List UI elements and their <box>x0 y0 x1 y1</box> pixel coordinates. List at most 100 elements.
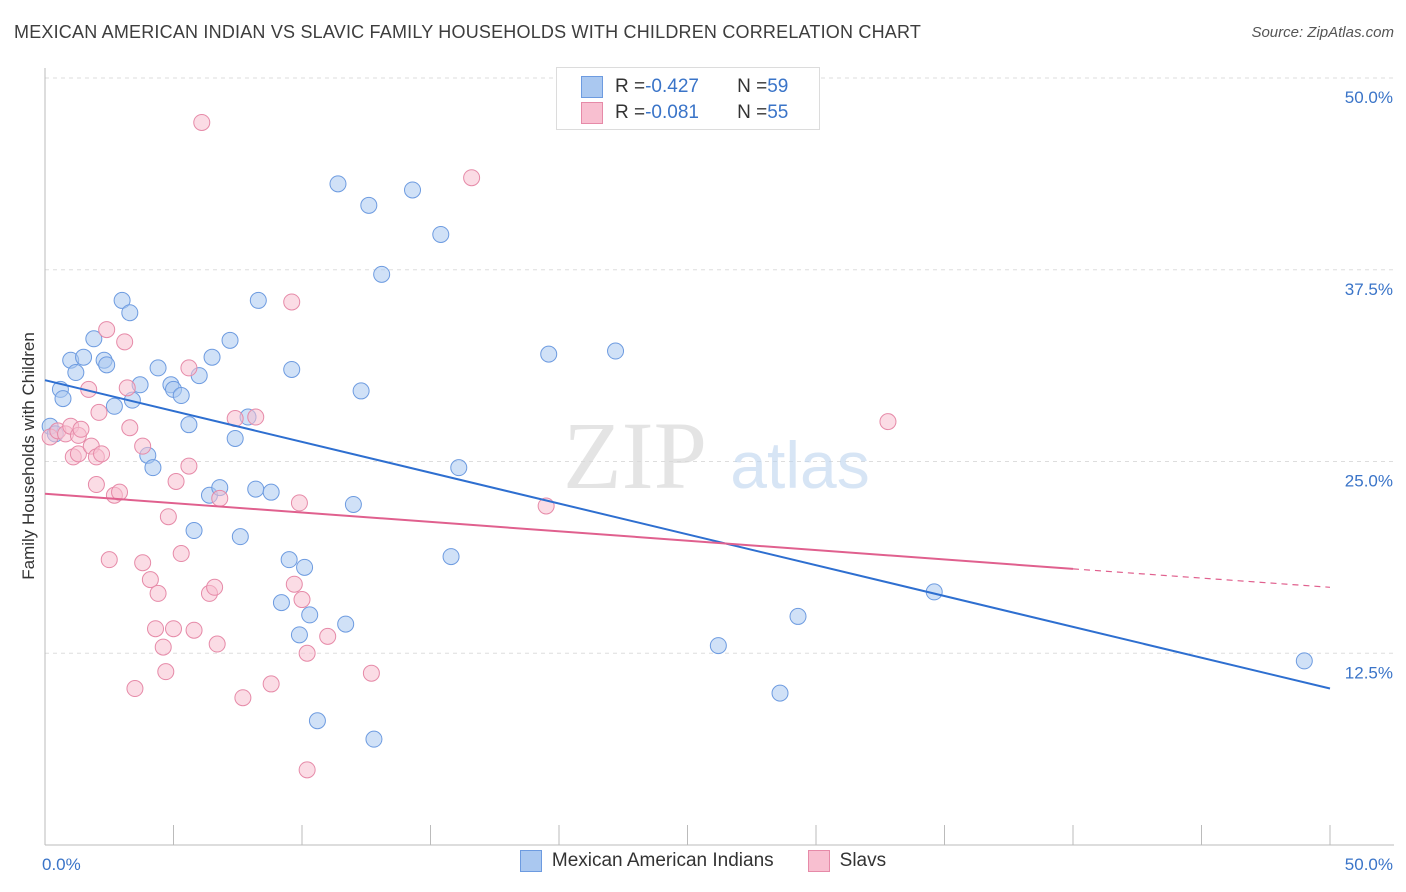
data-point <box>283 293 301 311</box>
data-point <box>1295 652 1313 670</box>
data-point <box>134 554 152 572</box>
data-point <box>298 761 316 779</box>
data-point <box>165 620 182 638</box>
data-point <box>272 594 290 612</box>
legend-label-pink: Slavs <box>839 850 887 871</box>
blue-swatch <box>581 76 603 98</box>
data-point <box>879 413 897 431</box>
correlation-stats-box: R = -0.427 N = 59 R = -0.081 N = 55 <box>556 67 820 130</box>
data-point <box>450 459 468 477</box>
tick-labels: 12.5% 25.0% 37.5% 50.0% 0.0% 50.0% <box>42 88 1393 874</box>
data-point <box>362 664 380 682</box>
data-point <box>221 331 239 349</box>
data-point <box>144 459 162 477</box>
data-point <box>432 225 450 243</box>
legend-swatch-pink <box>807 850 830 872</box>
trend-lines <box>44 379 1331 690</box>
data-point <box>185 621 203 639</box>
data-point <box>121 419 139 437</box>
data-point <box>360 196 378 214</box>
data-point <box>126 680 144 698</box>
data-point <box>111 483 129 501</box>
n-value-blue: 59 <box>767 76 789 97</box>
stat-row-blue: R = -0.427 N = 59 <box>581 76 788 98</box>
data-point <box>147 620 165 638</box>
data-point <box>113 291 131 309</box>
data-point <box>98 321 116 339</box>
data-point <box>298 644 316 662</box>
legend: Mexican American Indians Slavs <box>0 850 1406 872</box>
data-point <box>141 571 159 589</box>
y-axis-label: Family Households with Children <box>19 332 38 580</box>
data-point <box>234 689 252 707</box>
n-label: N = <box>737 76 768 97</box>
data-point <box>373 265 391 283</box>
data-point <box>308 712 326 730</box>
data-point <box>226 429 244 447</box>
data-point <box>167 472 185 490</box>
gridlines <box>45 77 1394 654</box>
data-point <box>247 408 265 426</box>
data-point <box>352 382 370 400</box>
data-point <box>157 663 175 681</box>
y-tick-label: 25.0% <box>1345 472 1393 491</box>
legend-item-slavs: Slavs <box>807 850 887 872</box>
stat-row-pink: R = -0.081 N = 55 <box>581 102 788 124</box>
data-point <box>285 575 303 593</box>
data-point <box>72 420 90 438</box>
data-point <box>100 551 118 569</box>
data-point <box>159 508 177 526</box>
data-point <box>121 304 139 322</box>
data-point <box>185 522 203 540</box>
data-point <box>180 457 198 475</box>
data-point <box>116 333 134 351</box>
source-credit: Source: ZipAtlas.com <box>1251 24 1394 41</box>
data-point <box>208 635 226 653</box>
watermark-atlas: atlas <box>730 428 869 502</box>
trend-line-blue <box>44 379 1331 690</box>
data-point <box>329 175 347 193</box>
r-value-pink: -0.081 <box>645 102 699 123</box>
data-point <box>118 379 136 397</box>
data-point <box>262 675 280 693</box>
data-point <box>290 494 308 512</box>
trend-line-pink <box>44 492 1074 570</box>
data-point <box>607 342 625 360</box>
data-point <box>319 627 337 645</box>
data-point <box>193 113 211 131</box>
data-point <box>290 626 308 644</box>
data-point <box>203 348 221 366</box>
data-point <box>280 551 298 569</box>
legend-label-blue: Mexican American Indians <box>551 850 774 871</box>
data-point <box>211 489 229 507</box>
legend-item-mexican-american-indians: Mexican American Indians <box>519 850 774 872</box>
data-point <box>149 359 167 377</box>
y-tick-label: 12.5% <box>1345 663 1393 682</box>
data-point <box>337 615 355 633</box>
data-point <box>709 637 727 655</box>
r-value-blue: -0.427 <box>645 76 699 97</box>
data-point <box>67 364 85 382</box>
data-points <box>41 113 1313 779</box>
data-point <box>344 495 362 513</box>
chart-title: MEXICAN AMERICAN INDIAN VS SLAVIC FAMILY… <box>14 22 922 42</box>
r-label: R = <box>615 102 646 123</box>
data-point <box>85 330 103 348</box>
data-point <box>771 684 789 702</box>
data-point <box>540 345 558 363</box>
x-tick-label: 50.0% <box>1345 855 1393 874</box>
y-tick-label: 50.0% <box>1345 88 1393 107</box>
x-tick-label: 0.0% <box>42 855 81 874</box>
data-point <box>283 360 301 378</box>
data-point <box>249 291 267 309</box>
data-point <box>463 169 481 187</box>
data-point <box>180 416 198 434</box>
data-point <box>105 397 123 415</box>
n-value-pink: 55 <box>767 102 789 123</box>
data-point <box>296 558 314 576</box>
legend-swatch-blue <box>519 850 542 872</box>
data-point <box>75 348 93 366</box>
data-point <box>98 356 116 374</box>
axes <box>44 68 1394 846</box>
trend-line-pink-extension <box>1072 568 1331 588</box>
